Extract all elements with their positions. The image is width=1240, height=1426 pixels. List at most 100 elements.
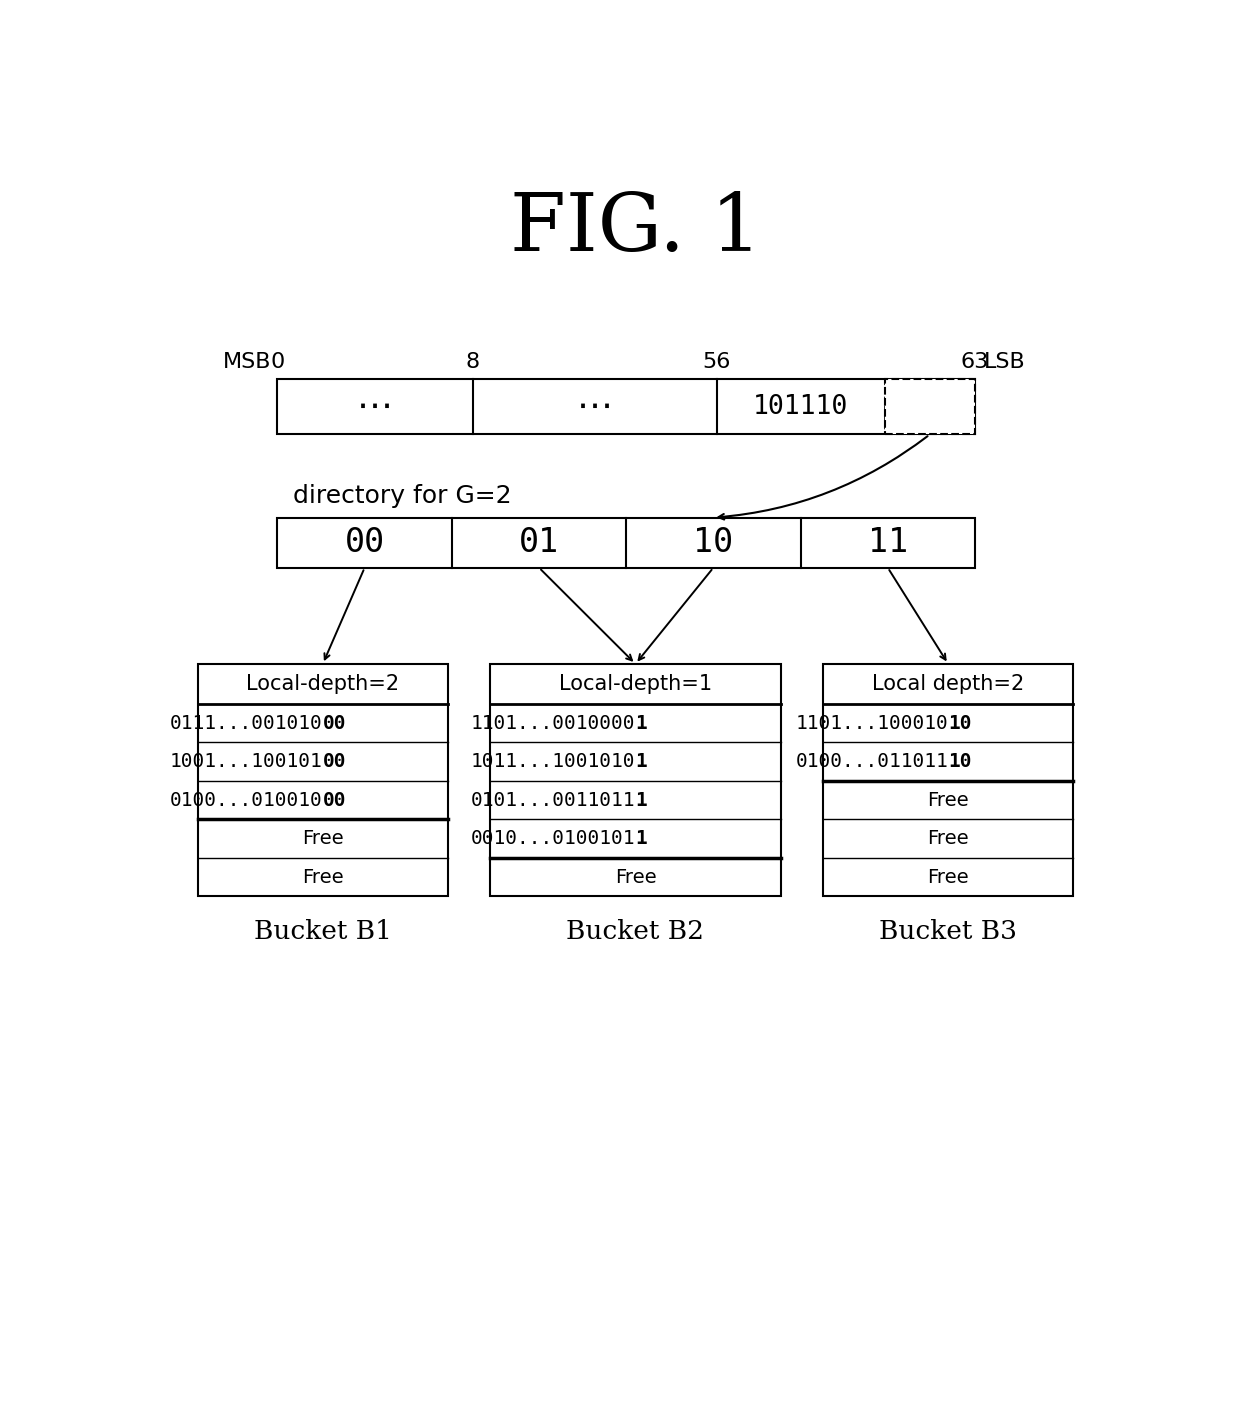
Point xyxy=(317,873,337,896)
Point xyxy=(334,821,353,844)
Point xyxy=(312,854,332,877)
Point xyxy=(423,811,443,834)
Point xyxy=(951,781,971,804)
Point xyxy=(760,881,780,904)
Point xyxy=(1045,840,1065,863)
Point xyxy=(874,871,894,894)
Point xyxy=(980,784,999,807)
Point xyxy=(371,873,391,896)
Point xyxy=(833,827,853,850)
Point xyxy=(749,867,769,890)
Point xyxy=(1012,833,1032,856)
Point xyxy=(399,824,419,847)
Point xyxy=(1021,827,1040,850)
Point xyxy=(827,819,847,841)
Point xyxy=(200,868,219,891)
Point xyxy=(372,838,392,861)
Point xyxy=(854,843,874,866)
Point xyxy=(1039,866,1059,888)
Point xyxy=(867,819,887,841)
Point xyxy=(236,880,255,903)
Point xyxy=(951,866,971,888)
Point xyxy=(963,868,983,891)
Point xyxy=(353,824,373,847)
Point xyxy=(766,858,786,881)
Point xyxy=(851,786,870,809)
Point xyxy=(663,877,683,900)
Point xyxy=(911,801,931,824)
Point xyxy=(854,789,874,811)
Point xyxy=(653,856,673,878)
Point xyxy=(861,844,880,867)
Point xyxy=(1039,827,1059,850)
Point xyxy=(228,833,248,856)
Point xyxy=(270,841,290,864)
Point xyxy=(198,870,218,893)
Point xyxy=(326,864,346,887)
Point xyxy=(193,824,213,847)
Point xyxy=(986,854,1006,877)
Point xyxy=(944,784,963,807)
Point xyxy=(830,854,849,877)
Point xyxy=(817,863,837,886)
Point xyxy=(321,874,341,897)
Point xyxy=(985,801,1004,824)
Point xyxy=(835,856,854,878)
Bar xyxy=(490,665,781,897)
Point xyxy=(947,853,967,876)
Point xyxy=(918,806,937,829)
Point xyxy=(1029,779,1049,801)
Point xyxy=(882,821,901,844)
Point xyxy=(892,813,911,836)
Point xyxy=(893,781,913,804)
Point xyxy=(374,864,394,887)
Point xyxy=(949,877,968,900)
Point xyxy=(973,776,993,799)
Point xyxy=(398,871,418,894)
Point xyxy=(1014,850,1034,873)
Bar xyxy=(884,379,975,435)
Point xyxy=(281,843,301,866)
Point xyxy=(715,856,735,878)
Point xyxy=(624,851,644,874)
Point xyxy=(901,870,921,893)
Point xyxy=(867,823,887,846)
Point xyxy=(687,863,707,886)
Point xyxy=(753,853,773,876)
Point xyxy=(525,881,544,904)
Point xyxy=(837,787,857,810)
Point xyxy=(325,820,345,843)
Point xyxy=(285,858,305,881)
Point xyxy=(944,806,963,829)
Point xyxy=(252,850,272,873)
Point xyxy=(331,876,351,898)
Point xyxy=(831,803,851,826)
Point xyxy=(877,856,897,878)
Point xyxy=(697,863,717,886)
Point xyxy=(708,883,728,906)
Point xyxy=(589,876,609,898)
Point xyxy=(192,873,212,896)
Point xyxy=(1024,781,1044,804)
Point xyxy=(985,789,1004,811)
Point xyxy=(1060,878,1080,901)
Point xyxy=(283,826,303,848)
Point xyxy=(412,820,432,843)
Point xyxy=(955,861,975,884)
Point xyxy=(324,877,343,900)
Point xyxy=(234,824,254,847)
Point xyxy=(908,784,928,807)
Point xyxy=(898,871,918,894)
Point xyxy=(402,840,422,863)
Point xyxy=(946,773,966,796)
Point xyxy=(869,799,889,821)
Point xyxy=(1019,806,1039,829)
Text: Local-depth=1: Local-depth=1 xyxy=(559,674,712,694)
Point xyxy=(290,866,310,888)
Point xyxy=(564,853,584,876)
Point xyxy=(827,820,847,843)
Point xyxy=(997,777,1017,800)
Point xyxy=(206,876,226,898)
Point xyxy=(934,883,954,906)
Point xyxy=(963,853,983,876)
